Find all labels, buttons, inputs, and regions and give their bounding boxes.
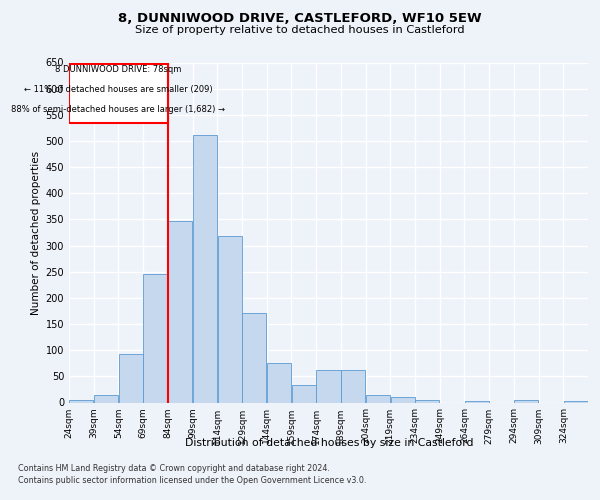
Bar [267, 364, 291, 403]
Text: 88% of semi-detached houses are larger (1,682) →: 88% of semi-detached houses are larger (… [11, 104, 226, 114]
Text: Size of property relative to detached houses in Castleford: Size of property relative to detached ho… [135, 25, 465, 35]
Text: 8, DUNNIWOOD DRIVE, CASTLEFORD, WF10 5EW: 8, DUNNIWOOD DRIVE, CASTLEFORD, WF10 5EW [118, 12, 482, 26]
Bar [193, 134, 217, 402]
Bar [341, 370, 365, 402]
Bar [366, 394, 390, 402]
Text: ← 11% of detached houses are smaller (209): ← 11% of detached houses are smaller (20… [24, 85, 213, 94]
Bar [316, 370, 341, 402]
Text: 8 DUNNIWOOD DRIVE: 78sqm: 8 DUNNIWOOD DRIVE: 78sqm [55, 65, 182, 74]
Bar [292, 385, 316, 402]
Bar [415, 400, 439, 402]
Bar [218, 236, 242, 402]
Bar [168, 221, 193, 402]
Bar [391, 396, 415, 402]
Bar [94, 394, 118, 402]
Bar [69, 400, 94, 402]
Bar [119, 354, 143, 403]
Bar [143, 274, 167, 402]
Y-axis label: Number of detached properties: Number of detached properties [31, 150, 41, 314]
FancyBboxPatch shape [69, 64, 168, 122]
Text: Distribution of detached houses by size in Castleford: Distribution of detached houses by size … [185, 438, 473, 448]
Text: Contains HM Land Registry data © Crown copyright and database right 2024.: Contains HM Land Registry data © Crown c… [18, 464, 330, 473]
Bar [242, 312, 266, 402]
Bar [514, 400, 538, 402]
Text: Contains public sector information licensed under the Open Government Licence v3: Contains public sector information licen… [18, 476, 367, 485]
